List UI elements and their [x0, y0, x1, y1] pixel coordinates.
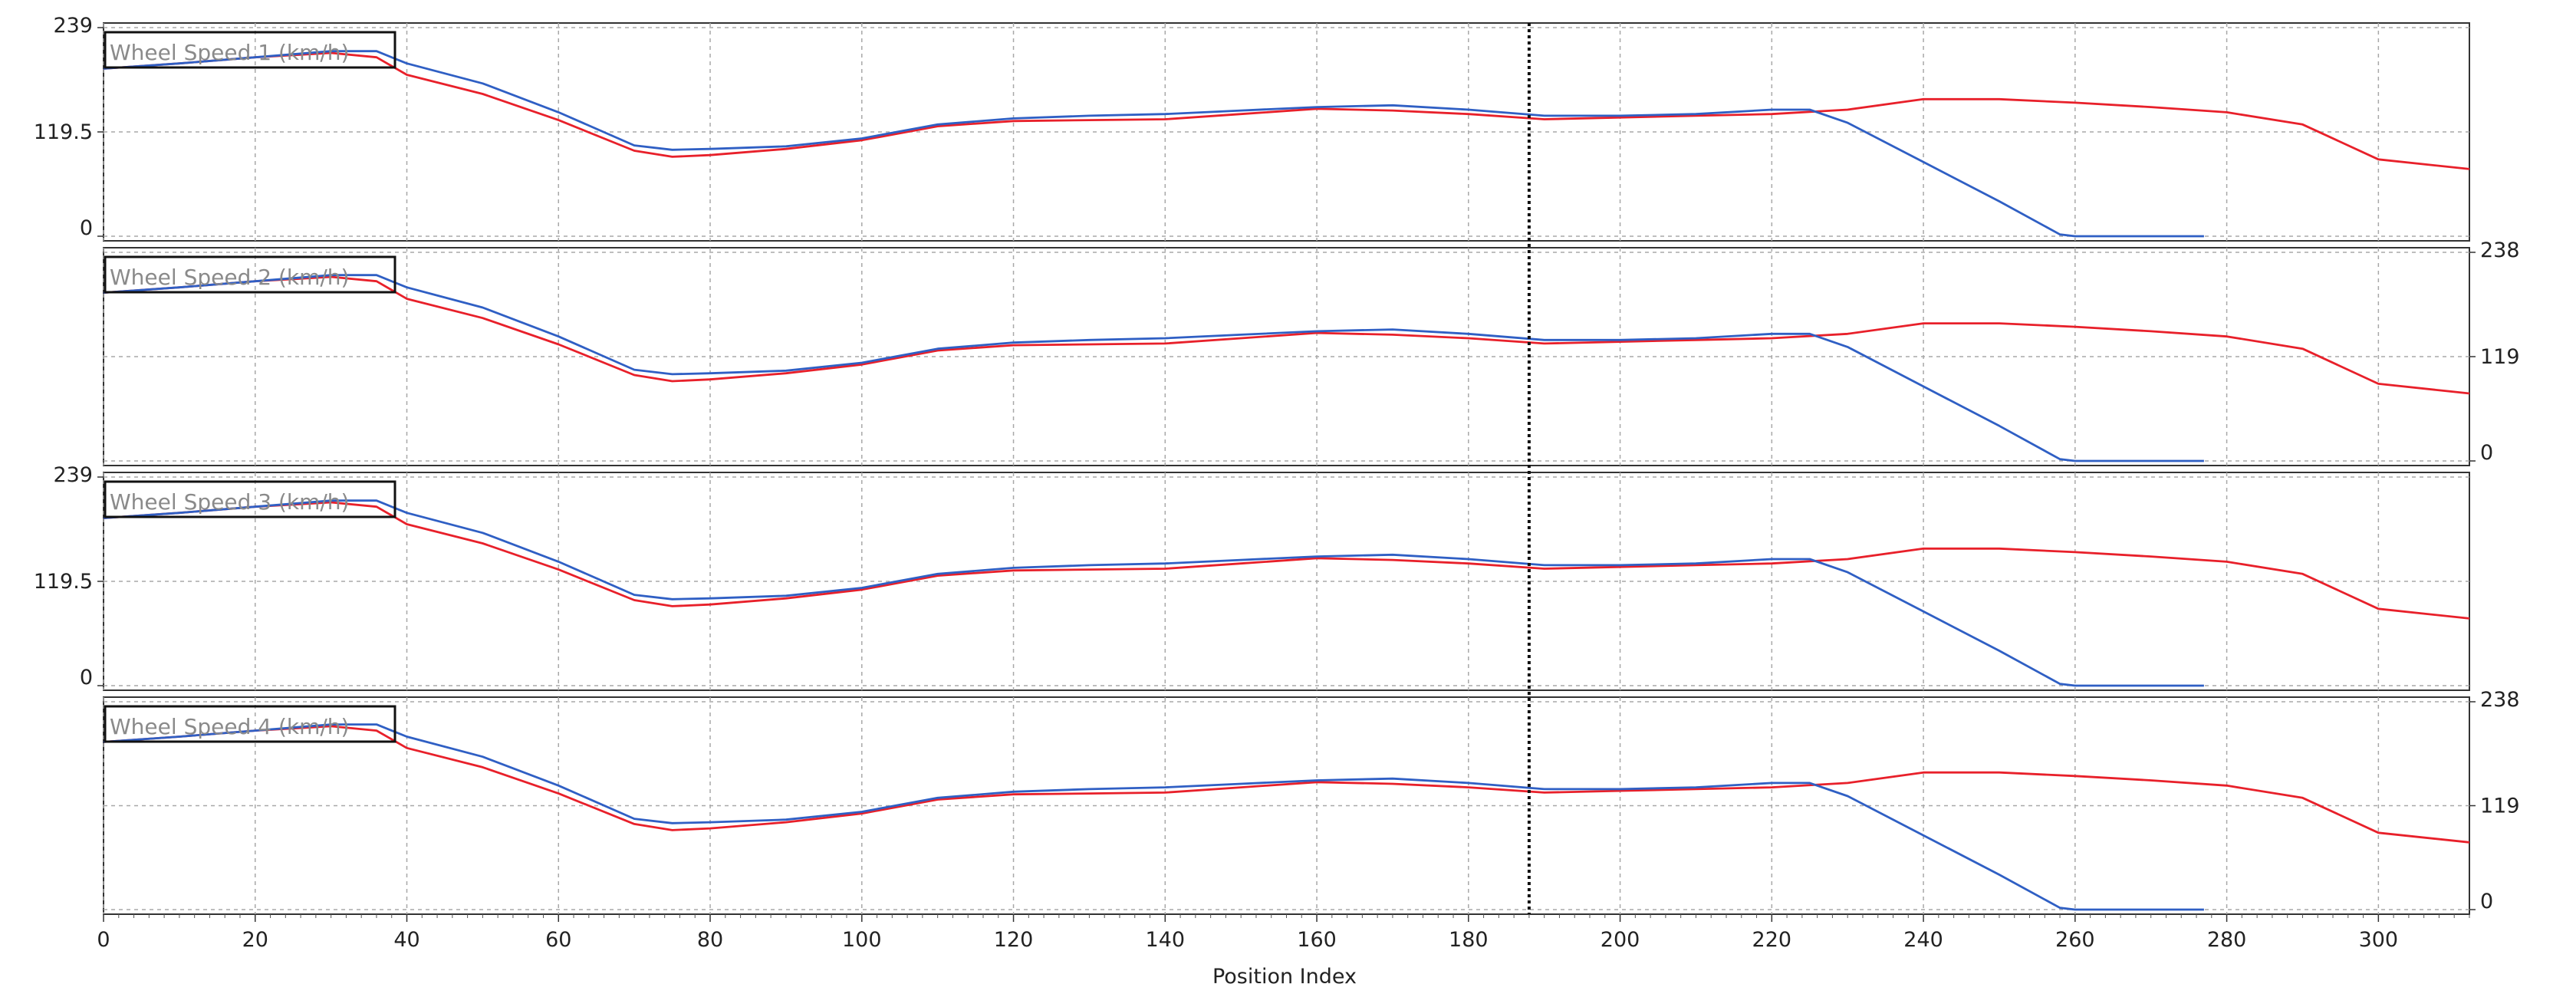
panel-title: Wheel Speed 3 (km/h) — [110, 489, 349, 515]
x-tick-label: 0 — [97, 928, 110, 952]
x-tick-label: 220 — [1752, 928, 1792, 952]
panel-title: Wheel Speed 4 (km/h) — [110, 714, 349, 739]
x-tick-label: 120 — [994, 928, 1034, 952]
x-tick-label: 60 — [545, 928, 571, 952]
y-tick-label: 239 — [53, 463, 93, 487]
x-tick-label: 20 — [242, 928, 268, 952]
x-tick-label: 180 — [1449, 928, 1489, 952]
y-tick-label: 239 — [53, 14, 93, 38]
y-tick-label: 238 — [2480, 239, 2520, 262]
panel-title: Wheel Speed 2 (km/h) — [110, 265, 349, 290]
y-tick-label: 238 — [2480, 688, 2520, 712]
series-line-blue — [103, 50, 2204, 238]
x-tick-label: 280 — [2207, 928, 2247, 952]
x-tick-label: 260 — [2055, 928, 2095, 952]
y-tick-label: 119.5 — [34, 120, 93, 144]
panel-title-box — [104, 480, 396, 518]
series-line-blue — [103, 499, 2204, 687]
x-tick-label: 140 — [1146, 928, 1186, 952]
series-line-red — [103, 725, 2470, 844]
series-line-red — [103, 275, 2470, 395]
series-line-blue — [103, 274, 2204, 462]
panel-title: Wheel Speed 1 (km/h) — [110, 40, 349, 65]
y-tick-label: 119 — [2480, 795, 2520, 818]
x-tick-label: 300 — [2359, 928, 2399, 952]
y-tick-label: 0 — [80, 216, 93, 240]
series-line-red — [103, 501, 2470, 620]
x-tick-label: 200 — [1601, 928, 1640, 952]
x-tick-label: 40 — [393, 928, 419, 952]
panel-3: 0 119.5 239 Wheel Speed 3 (km/h) — [34, 463, 2470, 691]
panel-2: 0 119 238 Wheel Speed 2 (km/h) — [103, 239, 2520, 466]
series-line-red — [103, 51, 2470, 170]
panel-title-box — [104, 705, 396, 743]
y-tick-label: 119.5 — [34, 570, 93, 594]
y-tick-label: 0 — [2480, 890, 2493, 913]
x-tick-label: 240 — [1903, 928, 1943, 952]
x-tick-label: 80 — [697, 928, 723, 952]
y-tick-label: 119 — [2480, 345, 2520, 369]
panel-1: 0 119.5 239 Wheel Speed 1 (km/h) — [34, 14, 2470, 242]
panel-4: 0 119 238 Wheel Speed 4 (km/h) — [103, 688, 2520, 915]
series-line-blue — [103, 723, 2204, 911]
x-axis-label: Position Index — [1212, 965, 1357, 989]
x-tick-label: 100 — [842, 928, 882, 952]
y-tick-label: 0 — [2480, 441, 2493, 465]
panel-title-box — [104, 31, 396, 69]
x-tick-label: 160 — [1297, 928, 1337, 952]
y-tick-label: 0 — [80, 666, 93, 689]
panel-title-box — [104, 255, 396, 294]
